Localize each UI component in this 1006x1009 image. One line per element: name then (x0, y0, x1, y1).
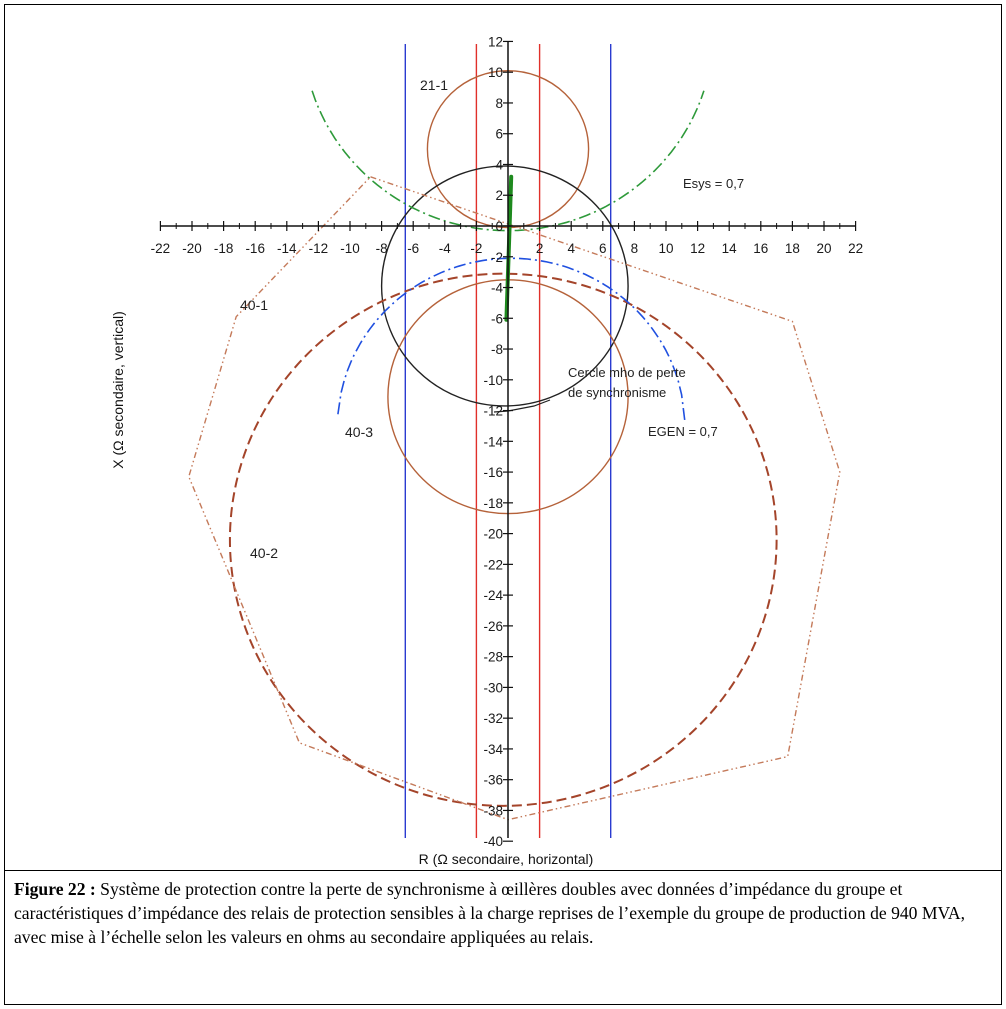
y-tick-label: -2 (491, 250, 503, 265)
y-tick-label: 6 (495, 127, 503, 142)
y-tick-label: -18 (483, 496, 503, 511)
y-tick-label: -24 (483, 588, 503, 603)
x-tick-label: -20 (182, 241, 202, 256)
y-tick-label: -12 (483, 404, 503, 419)
y-tick-label: -10 (483, 373, 503, 388)
x-axis-title: R (Ω secondaire, horizontal) (419, 851, 594, 867)
x-tick-label: -10 (340, 241, 360, 256)
label-esys: Esys = 0,7 (683, 176, 744, 191)
label-mho-line1: Cercle mho de perte (568, 365, 686, 380)
x-tick-label: -8 (376, 241, 388, 256)
x-tick-label: 10 (658, 241, 673, 256)
figure-frame (4, 4, 1002, 1005)
caption-text: Système de protection contre la perte de… (14, 879, 966, 947)
y-tick-label: -38 (483, 803, 503, 818)
x-tick-label: -2 (470, 241, 482, 256)
y-tick-label: 4 (495, 157, 503, 172)
curve-cercle-mho-de-perte-de-synchronisme (380, 165, 629, 407)
caption-label: Figure 22 : (14, 879, 96, 899)
y-tick-label: -30 (483, 680, 503, 695)
figure-caption: Figure 22 : Système de protection contre… (14, 877, 994, 949)
x-tick-label: -16 (245, 241, 265, 256)
y-tick-label: -6 (491, 311, 503, 326)
impedance-chart: -22 -20 -18 -16 -14 -12 -10 -8 -6 -4 -2 2 4 6 8 10 12 14 1… (110, 34, 863, 867)
y-tick-label: -36 (483, 773, 503, 788)
y-tick-label: -8 (491, 342, 503, 357)
y-tick-label: 10 (488, 65, 503, 80)
label-40-1: 40-1 (240, 297, 268, 313)
y-tick-label: -16 (483, 465, 503, 480)
y-tick-label: 2 (495, 188, 503, 203)
y-tick-label: -28 (483, 650, 503, 665)
y-tick-label: -20 (483, 527, 503, 542)
caption-divider (4, 870, 1002, 871)
curve-40-2 (228, 272, 778, 807)
label-21-1: 21-1 (420, 77, 448, 93)
curve-egen-0-7 (337, 257, 686, 422)
x-tick-label: 22 (848, 241, 863, 256)
x-tick-label: 20 (816, 241, 831, 256)
x-tick-label: -18 (214, 241, 234, 256)
y-tick-label: -4 (491, 281, 503, 296)
y-tick-label: -14 (483, 434, 503, 449)
x-tick-label: 12 (690, 241, 705, 256)
y-tick-label: -22 (483, 557, 503, 572)
impedance-locus (504, 174, 514, 322)
x-tick-label: 2 (536, 241, 544, 256)
x-tick-label: 18 (785, 241, 800, 256)
x-tick-label: 14 (722, 241, 738, 256)
x-tick-label: -14 (277, 241, 297, 256)
y-tick-label: -40 (483, 834, 503, 849)
y-tick-label: 8 (495, 96, 503, 111)
y-axis-title: X (Ω secondaire, vertical) (110, 311, 126, 469)
y-tick-label: -32 (483, 711, 503, 726)
label-egen: EGEN = 0,7 (648, 424, 718, 439)
x-tick-label: 4 (567, 241, 575, 256)
curve-esys-0-7 (311, 90, 705, 232)
label-40-3: 40-3 (345, 424, 373, 440)
y-tick-label: -26 (483, 619, 503, 634)
x-tick-label: -22 (151, 241, 171, 256)
x-tick-label: 6 (599, 241, 607, 256)
x-tick-label: 16 (753, 241, 768, 256)
x-tick-label: 8 (631, 241, 639, 256)
y-tick-label: -34 (483, 742, 503, 757)
x-tick-label: -12 (309, 241, 329, 256)
y-tick-label: 12 (488, 34, 503, 49)
label-mho-line2: de synchronisme (568, 385, 666, 400)
y-tick-label: 0 (495, 219, 503, 234)
mho-label-leader (493, 399, 551, 413)
label-40-2: 40-2 (250, 545, 278, 561)
x-tick-label: -6 (407, 241, 419, 256)
x-tick-label: -4 (439, 241, 451, 256)
